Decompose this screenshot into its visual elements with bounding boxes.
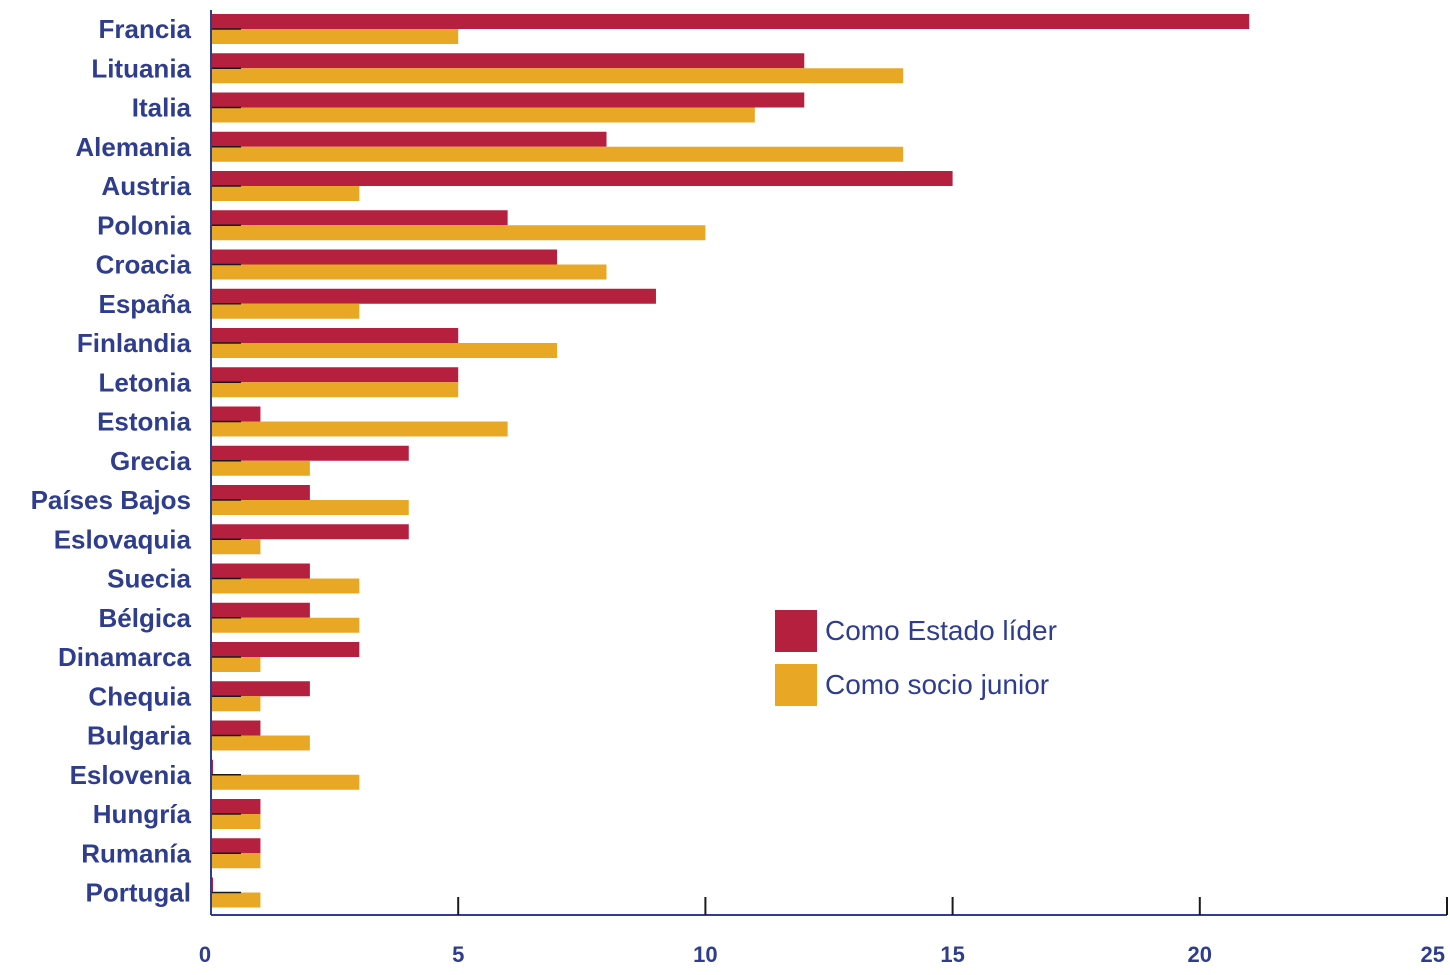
x-tick-label: 0 <box>199 942 211 967</box>
category-label: Portugal <box>86 878 191 908</box>
bar-lider-21 <box>211 838 261 854</box>
bars-group <box>211 14 1250 908</box>
bar-junior-18 <box>211 735 310 751</box>
bar-junior-3 <box>211 146 904 162</box>
bar-lider-2 <box>211 92 805 108</box>
legend-label-lider: Como Estado líder <box>825 615 1057 646</box>
bar-lider-20 <box>211 799 261 814</box>
bar-junior-19 <box>211 774 360 790</box>
bar-junior-7 <box>211 303 360 319</box>
category-label: Países Bajos <box>31 485 191 515</box>
bar-junior-20 <box>211 814 261 829</box>
bar-junior-0 <box>211 29 459 44</box>
x-tick-label: 25 <box>1421 942 1445 967</box>
bar-junior-6 <box>211 264 607 280</box>
legend: Como Estado líder Como socio junior <box>775 610 1057 706</box>
category-label: Dinamarca <box>58 642 191 672</box>
legend-label-junior: Como socio junior <box>825 669 1049 700</box>
x-tick-label: 20 <box>1188 942 1212 967</box>
category-label: Bélgica <box>99 603 192 633</box>
tick-labels-group: 0 5 10 15 20 25 <box>199 942 1445 967</box>
bar-lider-9 <box>211 367 459 383</box>
bar-junior-22 <box>211 892 261 908</box>
bar-lider-3 <box>211 131 607 147</box>
category-label: Estonia <box>97 407 191 437</box>
legend-swatch-junior <box>775 664 817 706</box>
bar-lider-17 <box>211 681 310 697</box>
category-label: Croacia <box>96 250 192 280</box>
category-label: Italia <box>132 93 192 123</box>
category-label: Hungría <box>93 799 192 829</box>
bar-lider-0 <box>211 14 1250 29</box>
bar-junior-9 <box>211 382 459 398</box>
bar-lider-15 <box>211 602 310 618</box>
bar-junior-1 <box>211 68 904 84</box>
bar-junior-14 <box>211 578 360 594</box>
bar-lider-16 <box>211 642 360 657</box>
bar-lider-10 <box>211 406 261 422</box>
bar-lider-8 <box>211 328 459 343</box>
x-tick-label: 5 <box>452 942 464 967</box>
bar-junior-15 <box>211 617 360 633</box>
category-labels-group: Francia Lituania Italia Alemania Austria Polo… <box>31 14 192 908</box>
category-label: Francia <box>99 14 192 44</box>
bar-junior-10 <box>211 421 508 437</box>
category-label: Bulgaria <box>87 721 192 751</box>
bar-junior-12 <box>211 500 409 515</box>
bar-lider-6 <box>211 249 558 265</box>
category-label: Austria <box>101 171 191 201</box>
category-label: Rumanía <box>81 838 191 868</box>
bar-lider-1 <box>211 53 805 69</box>
x-tick-label: 10 <box>693 942 717 967</box>
bar-lider-13 <box>211 524 409 540</box>
category-label: Grecia <box>110 446 191 476</box>
category-label: Chequia <box>88 681 191 711</box>
bar-junior-21 <box>211 853 261 869</box>
category-label: Polonia <box>97 210 191 240</box>
category-label: Eslovenia <box>70 760 192 790</box>
bar-junior-8 <box>211 343 558 358</box>
category-label: Lituania <box>91 53 191 83</box>
bar-junior-17 <box>211 696 261 712</box>
bar-junior-5 <box>211 225 706 241</box>
category-label: Eslovaquia <box>54 524 192 554</box>
legend-swatch-lider <box>775 610 817 652</box>
category-label: España <box>99 289 192 319</box>
category-label: Suecia <box>107 564 191 594</box>
bar-junior-4 <box>211 186 360 201</box>
category-label: Alemania <box>75 132 191 162</box>
bar-junior-11 <box>211 460 310 476</box>
bar-lider-11 <box>211 445 409 461</box>
x-tick-label: 15 <box>940 942 964 967</box>
bar-lider-18 <box>211 720 261 736</box>
axes-group <box>210 10 1448 916</box>
bar-lider-12 <box>211 485 310 500</box>
bar-junior-13 <box>211 539 261 555</box>
bar-lider-7 <box>211 288 656 304</box>
bar-lider-5 <box>211 210 508 226</box>
category-label: Finlandia <box>77 328 192 358</box>
bar-lider-14 <box>211 563 310 579</box>
category-label: Letonia <box>99 367 192 397</box>
bar-junior-2 <box>211 107 755 123</box>
bar-lider-4 <box>211 171 953 186</box>
bar-junior-16 <box>211 657 261 672</box>
